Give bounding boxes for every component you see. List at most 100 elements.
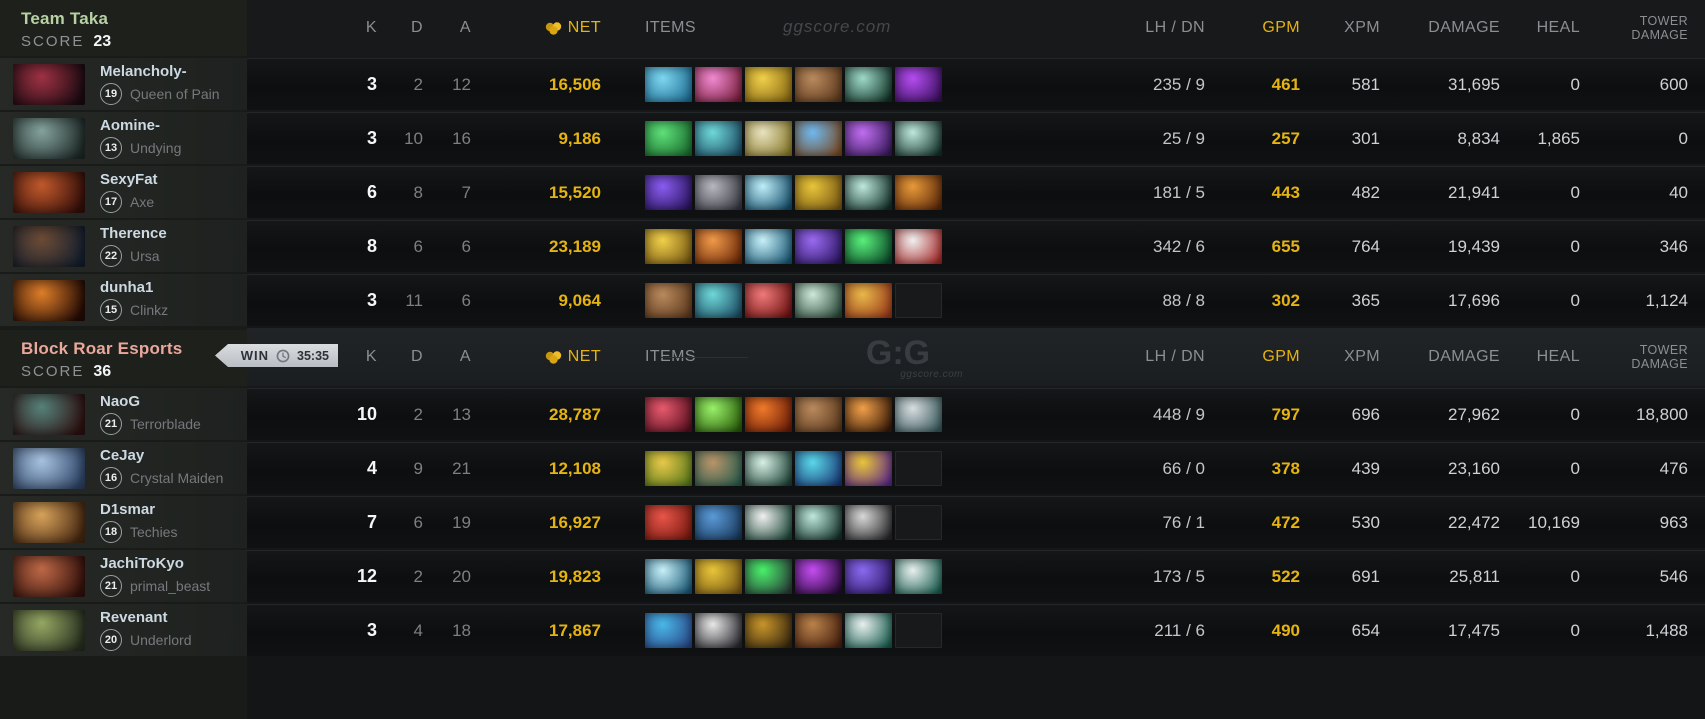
level-badge: 15 [100,299,122,321]
tower-damage-value: 476 [1659,458,1688,478]
win-label: WIN [240,348,270,363]
teams-sidebar: Team Taka SCORE 23 Melancholy- 19 Queen … [0,0,247,719]
damage-value: 17,475 [1448,620,1500,640]
level-badge: 19 [100,83,122,105]
table-header-team2: K D A NET ITEMS LH / DN GPM XPM DAMAGE H… [247,328,1705,386]
deaths-value: 10 [404,128,423,148]
item-purple-boots-icon [845,559,892,594]
item-eye-of-skadi-icon [745,229,792,264]
networth-value: 17,867 [549,620,601,640]
stats-row: 3 11 6 9,064 88 / 8 302 365 17,696 0 1,1… [247,274,1705,326]
xpm-value: 482 [1351,182,1380,202]
col-gpm: GPM [1262,348,1300,365]
damage-value: 19,439 [1448,236,1500,256]
item-solar-crest-icon [695,559,742,594]
empty-item-slot [895,613,942,648]
deaths-value: 9 [413,458,423,478]
player-row[interactable]: NaoG 21 Terrorblade [0,388,247,440]
tower-damage-value: 40 [1669,182,1688,202]
level-badge: 16 [100,467,122,489]
xpm-value: 691 [1351,566,1380,586]
gpm-value: 522 [1271,566,1300,586]
item-bottle-icon [645,67,692,102]
gpm-value: 490 [1271,620,1300,640]
col-damage: DAMAGE [1428,19,1500,36]
hero-name: Clinkz [130,302,169,318]
player-row[interactable]: JachiToKyo 21 primal_beast [0,550,247,602]
col-gpm: GPM [1262,19,1300,36]
stats-row: 8 6 6 23,189 342 / 6 655 764 19,439 0 34… [247,220,1705,272]
items-list [645,451,945,486]
damage-value: 22,472 [1448,512,1500,532]
networth-value: 9,186 [558,128,601,148]
deaths-value: 8 [413,182,423,202]
item-dark-helm-icon [745,613,792,648]
hero-name: Undying [130,140,182,156]
xpm-value: 764 [1351,236,1380,256]
col-items: ITEMS [645,19,696,36]
col-xpm: XPM [1344,19,1380,36]
col-deaths: D [411,348,423,365]
assists-value: 7 [461,182,471,202]
gpm-value: 655 [1271,236,1300,256]
damage-value: 31,695 [1448,74,1500,94]
level-badge: 20 [100,629,122,651]
item-green-gem-icon [745,559,792,594]
lasthits-denies-value: 181 / 5 [1153,182,1205,202]
team2-score-value: 36 [93,363,112,380]
team2-score-label: SCORE [21,363,85,380]
hero-portrait [13,447,85,489]
kills-value: 3 [366,290,377,310]
tower-damage-value: 0 [1678,128,1688,148]
heal-value: 0 [1570,74,1580,94]
player-row[interactable]: CeJay 16 Crystal Maiden [0,442,247,494]
player-row[interactable]: dunha1 15 Clinkz [0,274,247,326]
item-shivas-guard-icon [745,175,792,210]
team1-score-value: 23 [93,33,112,50]
damage-value: 23,160 [1448,458,1500,478]
lasthits-denies-value: 66 / 0 [1162,458,1205,478]
lasthits-denies-value: 211 / 6 [1154,620,1205,640]
clock-icon [276,349,290,362]
player-row[interactable]: Aomine- 13 Undying [0,112,247,164]
item-ghost-scepter-icon [745,451,792,486]
item-green-wand-icon [845,67,892,102]
damage-value: 25,811 [1449,566,1500,586]
hero-portrait [13,63,85,105]
tower-damage-value: 1,488 [1645,620,1688,640]
stats-row: 3 10 16 9,186 25 / 9 257 301 8,834 1,865… [247,112,1705,164]
hero-name: Crystal Maiden [130,470,224,486]
divider-line [660,357,748,358]
item-magic-wand-icon [845,175,892,210]
item-red-shield-icon [645,505,692,540]
item-white-cyclone-icon [745,505,792,540]
networth-value: 12,108 [549,458,601,478]
player-row[interactable]: Revenant 20 Underlord [0,604,247,656]
heal-value: 0 [1570,566,1580,586]
col-items: ITEMS [645,348,696,365]
kills-value: 3 [366,74,377,94]
item-witch-blade-icon [895,67,942,102]
col-tower-damage: TOWER DAMAGE [1631,342,1688,371]
heal-value: 0 [1570,404,1580,424]
kills-value: 3 [366,620,377,640]
items-list [645,397,945,432]
player-name: CeJay [100,447,145,464]
player-row[interactable]: SexyFat 17 Axe [0,166,247,218]
item-solar-crest-icon [645,229,692,264]
level-badge: 21 [100,413,122,435]
stats-row: 3 4 18 17,867 211 / 6 490 654 17,475 0 1… [247,604,1705,656]
item-orange-blade-icon [895,175,942,210]
item-orange-bloom-icon [745,397,792,432]
item-purple-boots-icon [795,229,842,264]
player-row[interactable]: Melancholy- 19 Queen of Pain [0,58,247,110]
heal-value: 0 [1570,290,1580,310]
col-lastgits-denies: LH / DN [1145,348,1205,365]
player-row[interactable]: Therence 22 Ursa [0,220,247,272]
items-list [645,613,945,648]
lasthits-denies-value: 76 / 1 [1162,512,1205,532]
player-name: NaoG [100,393,141,410]
gpm-value: 378 [1271,458,1300,478]
hero-name: Underlord [130,632,192,648]
player-row[interactable]: D1smar 18 Techies [0,496,247,548]
